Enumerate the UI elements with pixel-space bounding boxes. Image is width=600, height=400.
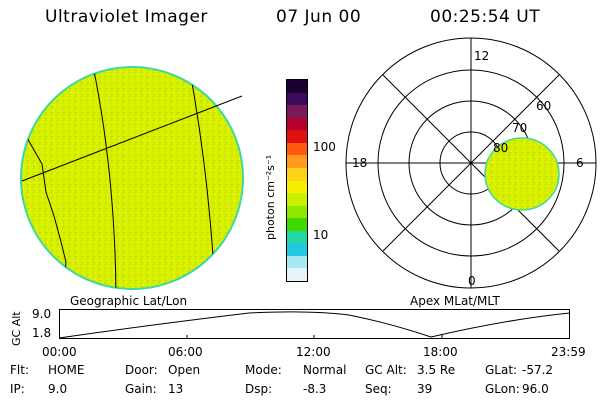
colorbar-segment [287,105,307,118]
info-value: 9.0 [48,382,68,396]
longitude-line [91,67,117,289]
altitude-xtick-1200: 12:00 [296,345,331,359]
info-value: 39 [417,382,433,396]
info-key: GLon: [485,382,520,396]
info-key: IP: [10,382,25,396]
colorbar-segment [287,167,307,181]
time-label: 00:25:54 UT [430,7,541,27]
info-key: Mode: [245,363,282,377]
colorbar-segment [287,92,307,106]
info-value: -8.3 [303,382,327,396]
altitude-curve [58,311,571,339]
colorbar-segment [287,193,307,206]
app-title: Ultraviolet Imager [45,7,208,27]
apex-polar-plot: 12 18 6 0 60 70 80 [345,37,597,289]
altitude-xtick-0600: 06:00 [168,345,203,359]
altitude-xtick-2359: 23:59 [551,345,586,359]
mlat-label-80: 80 [493,141,508,155]
colorbar-tick-100: 100 [313,140,336,154]
colorbar-segment [287,268,307,281]
info-key: GC Alt: [365,363,407,377]
latitude-line [21,95,243,182]
info-value: 3.5 Re [417,363,456,377]
info-value: Open [168,363,201,377]
altitude-ytick-low: 1.8 [32,326,52,340]
colorbar-segment [287,255,307,269]
info-value: 13 [168,382,184,396]
info-key: Seq: [365,382,392,396]
colorbar-unit-label: photon cm⁻²s⁻¹ [264,154,277,240]
geo-image-disc [20,66,244,290]
mlt-label-12: 12 [474,49,489,63]
altitude-xtick-1800: 18:00 [423,345,458,359]
info-value: -57.2 [522,363,554,377]
colorbar-segment [287,130,307,143]
colorbar-segment [287,180,307,194]
info-key: Flt: [10,363,29,377]
colorbar [286,79,308,282]
colorbar-segment [287,243,307,256]
mlat-label-70: 70 [512,121,527,135]
info-key: GLat: [485,363,518,377]
mlt-label-18: 18 [352,156,367,170]
colorbar-segment [287,155,307,168]
date-label: 07 Jun 00 [276,7,362,27]
info-key: Dsp: [245,382,273,396]
colorbar-tick-10: 10 [313,228,329,242]
altitude-ytick-high: 9.0 [32,307,52,321]
apex-panel-label: Apex MLat/MLT [410,294,500,308]
mlt-label-6: 6 [576,156,584,170]
info-key: Gain: [125,382,157,396]
info-key: Door: [125,363,158,377]
mlat-label-60: 60 [536,99,551,113]
altitude-plot [58,309,571,339]
colorbar-segment [287,218,307,231]
colorbar-segment [287,230,307,244]
info-value: Normal [303,363,347,377]
geo-panel-label: Geographic Lat/Lon [70,294,188,308]
geographic-image [20,66,244,290]
altitude-xtick-0000: 00:00 [42,345,77,359]
aurora-region [484,137,560,211]
colorbar-segment [287,117,307,131]
info-value: 96.0 [522,382,549,396]
mlt-label-0: 0 [468,274,476,288]
info-value: HOME [48,363,85,377]
altitude-ylabel: GC Alt [10,311,23,346]
colorbar-segment [287,142,307,156]
colorbar-segment [287,205,307,219]
colorbar-segment [287,80,307,93]
